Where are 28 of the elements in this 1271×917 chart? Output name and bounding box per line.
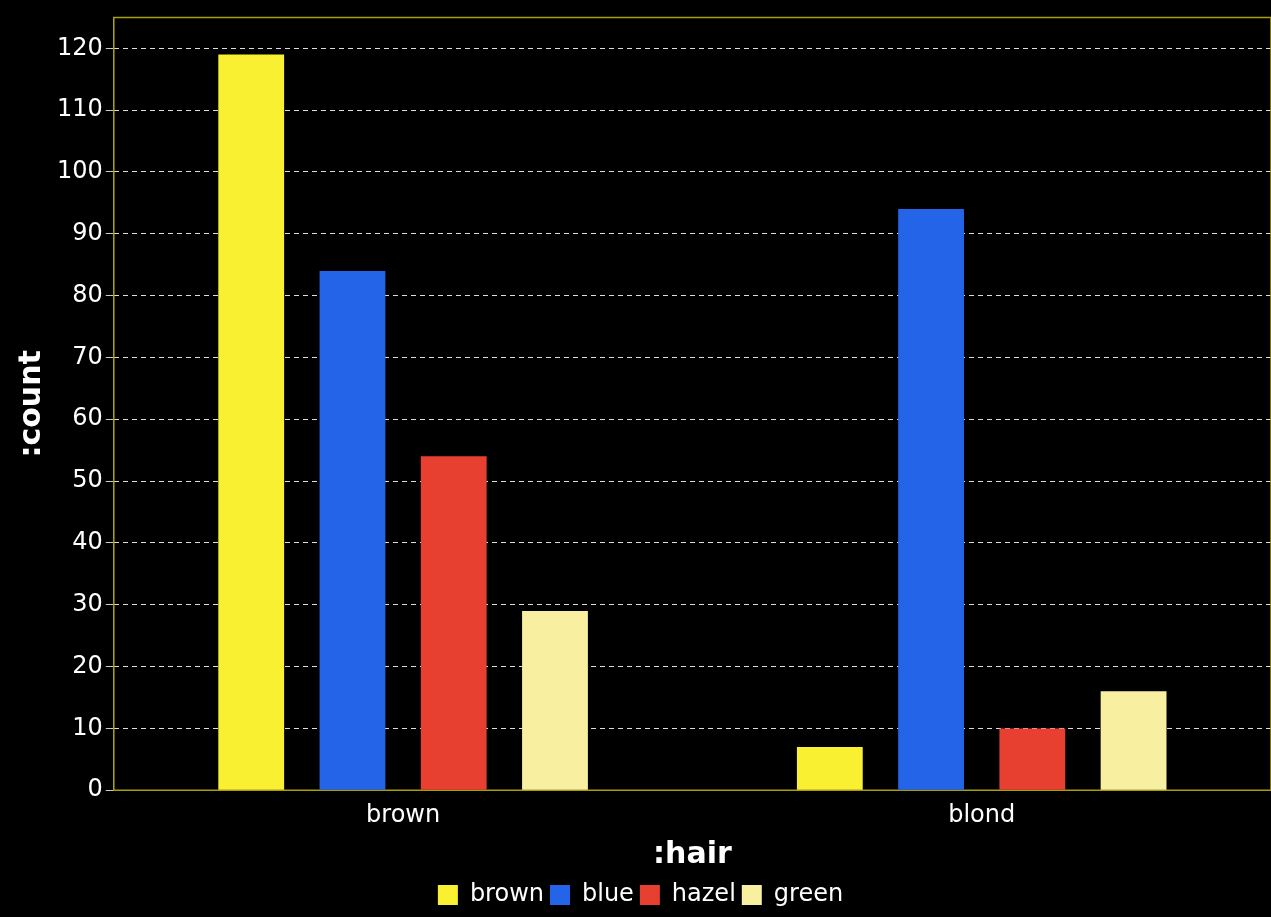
y-tick-label: 100 [57, 156, 103, 185]
bar [218, 54, 285, 790]
bar [898, 209, 964, 790]
y-tick-label: 80 [72, 279, 103, 308]
y-tick-label: 20 [72, 650, 103, 679]
y-tick-label: 70 [72, 341, 103, 370]
legend-label: brown [469, 879, 544, 908]
y-tick-label: 40 [72, 527, 103, 556]
y-tick-label: 10 [72, 712, 103, 741]
y-tick-label: 50 [72, 465, 103, 494]
bar [420, 456, 487, 790]
y-tick-label: 60 [72, 403, 103, 432]
y-tick-label: 90 [72, 218, 103, 247]
bar [796, 746, 863, 790]
y-tick-label: 110 [57, 94, 103, 123]
legend-label: hazel [671, 879, 736, 908]
x-axis-title: :hair [653, 834, 732, 870]
y-axis-title: :count [11, 350, 47, 458]
y-tick-label: 0 [87, 774, 103, 803]
bar [319, 270, 386, 790]
legend-label: blue [581, 879, 634, 908]
y-tick-label: 30 [72, 588, 103, 617]
bar [999, 728, 1066, 790]
bar [1100, 691, 1167, 790]
bar [522, 610, 588, 790]
x-tick-label: blond [948, 799, 1016, 828]
y-tick-label: 120 [57, 32, 103, 61]
legend-label: green [773, 879, 844, 908]
